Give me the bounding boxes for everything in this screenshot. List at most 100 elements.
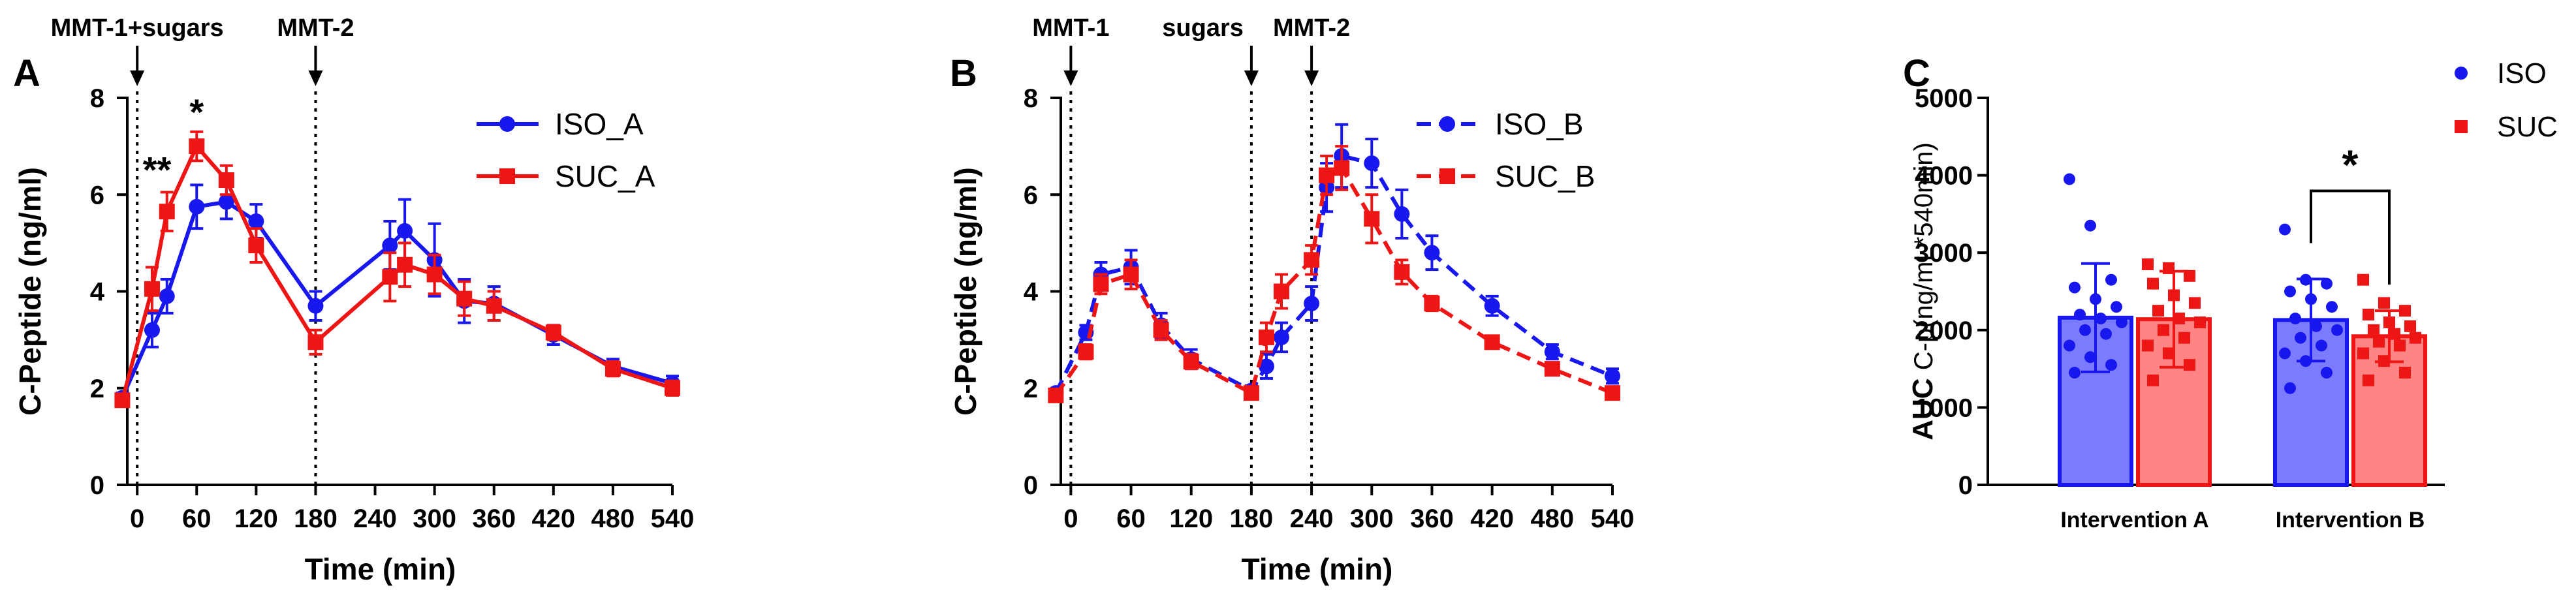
data-point <box>144 322 160 338</box>
x-tick-label: 180 <box>1230 504 1274 533</box>
data-point <box>307 334 324 350</box>
data-point <box>189 198 205 215</box>
x-tick-label: 0 <box>1063 504 1078 533</box>
individual-point <box>2064 339 2075 352</box>
y-tick-label: 6 <box>90 181 104 209</box>
legend-marker <box>2455 120 2468 133</box>
event-arrow-head <box>1063 70 1078 86</box>
event-label: MMT-2 <box>277 14 354 42</box>
legend-label: SUC_B <box>1495 159 1595 193</box>
individual-point <box>2064 173 2075 185</box>
x-tick-label: 60 <box>182 504 212 533</box>
data-point <box>605 361 621 377</box>
data-point <box>1123 266 1139 283</box>
data-point <box>1078 344 1094 360</box>
individual-point <box>2284 382 2296 394</box>
x-tick-label: 240 <box>353 504 397 533</box>
data-point <box>1153 322 1169 338</box>
series-suc_a <box>114 130 680 409</box>
legend-marker <box>2455 67 2468 80</box>
event-label: MMT-1 <box>1032 14 1109 42</box>
x-tick-label: 420 <box>1470 504 1514 533</box>
data-point <box>1424 296 1440 312</box>
y-tick-label: 2 <box>90 375 104 403</box>
individual-point <box>2184 359 2195 371</box>
individual-point <box>2084 351 2096 363</box>
data-point <box>189 138 205 155</box>
series-suc_b <box>1048 145 1620 403</box>
individual-point <box>2300 273 2312 286</box>
individual-point <box>2321 367 2333 379</box>
significance-marker: ** <box>143 149 172 191</box>
legend-label: ISO <box>2497 57 2547 89</box>
legend-item: ISO <box>2455 57 2547 89</box>
legend-label: ISO_A <box>555 107 644 141</box>
individual-point <box>2095 313 2107 325</box>
individual-point <box>2399 305 2411 317</box>
data-point <box>1364 155 1380 172</box>
individual-point <box>2079 324 2091 336</box>
y-axis-title: AUC C-p(ng/mL*540min) <box>1907 142 1939 441</box>
individual-point <box>2163 262 2175 274</box>
individual-point <box>2184 270 2195 282</box>
event-arrow-head <box>130 70 145 86</box>
individual-point <box>2357 347 2369 360</box>
data-point <box>397 223 413 239</box>
legend-marker <box>499 116 515 132</box>
data-point <box>1544 344 1560 360</box>
x-tick-label: 180 <box>294 504 338 533</box>
individual-point <box>2321 277 2333 290</box>
individual-point <box>2399 367 2411 379</box>
data-point <box>1484 298 1500 314</box>
individual-point <box>2142 339 2154 352</box>
series-line <box>1054 166 1614 397</box>
legend-item: ISO_A <box>477 107 644 141</box>
individual-point <box>2310 320 2322 332</box>
individual-point <box>2295 332 2306 344</box>
data-point <box>545 324 561 341</box>
data-point <box>1319 167 1335 183</box>
data-point <box>218 194 234 210</box>
y-tick-label: 5000 <box>1915 84 1973 113</box>
individual-point <box>2084 219 2096 232</box>
individual-point <box>2284 285 2296 298</box>
data-point <box>1605 368 1620 384</box>
data-point <box>1364 211 1380 227</box>
panel-label: A <box>13 52 40 95</box>
legend-label: SUC <box>2497 111 2558 143</box>
individual-point <box>2394 339 2406 352</box>
individual-point <box>2289 313 2301 325</box>
individual-point <box>2158 324 2169 336</box>
x-tick-label: 60 <box>1116 504 1146 533</box>
y-tick-label: 4 <box>1024 278 1039 307</box>
y-tick-label: 2 <box>1024 375 1038 403</box>
individual-point <box>2279 347 2291 360</box>
x-tick-label: 120 <box>1169 504 1213 533</box>
data-point <box>1394 264 1410 280</box>
individual-point <box>2378 297 2390 309</box>
data-point <box>1183 353 1199 369</box>
data-point <box>307 298 324 314</box>
y-tick-label: 1000 <box>1915 394 1973 422</box>
individual-point <box>2389 328 2400 340</box>
individual-point <box>2147 277 2159 290</box>
data-point <box>159 204 175 220</box>
x-tick-label: 480 <box>591 504 635 533</box>
individual-point <box>2305 293 2317 305</box>
data-point <box>1304 296 1320 312</box>
individual-point <box>2316 339 2327 352</box>
x-tick-label: 300 <box>413 504 456 533</box>
y-axis-title-bold: AUC <box>1907 370 1939 441</box>
legend-item: SUC_B <box>1417 159 1595 193</box>
individual-point <box>2163 347 2175 360</box>
individual-point <box>2331 324 2343 336</box>
data-point <box>218 172 234 189</box>
panel-c: C 0 1000 2000 3000 4000 5000 AUC C-p(ng/mL*540m… <box>1903 52 2558 533</box>
y-tick-label: 0 <box>1958 471 1973 500</box>
individual-point <box>2178 332 2190 344</box>
y-tick-label: 3000 <box>1915 239 1973 268</box>
individual-point <box>2404 320 2416 332</box>
data-point <box>1243 385 1259 401</box>
data-point <box>1048 387 1064 403</box>
